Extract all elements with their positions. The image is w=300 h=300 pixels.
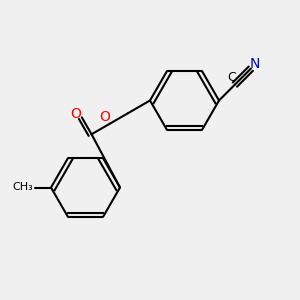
Text: C: C <box>227 71 236 85</box>
Text: N: N <box>249 57 260 71</box>
Text: O: O <box>99 110 110 124</box>
Text: O: O <box>70 107 81 122</box>
Text: CH₃: CH₃ <box>12 182 33 193</box>
